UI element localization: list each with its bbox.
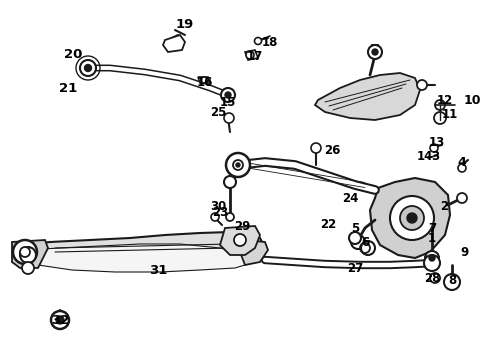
Circle shape (211, 213, 219, 221)
Circle shape (171, 38, 179, 46)
Text: 20: 20 (64, 49, 82, 62)
Circle shape (224, 113, 234, 123)
Circle shape (417, 80, 427, 90)
Circle shape (444, 274, 460, 290)
Text: 11: 11 (442, 108, 458, 122)
Circle shape (84, 64, 92, 72)
Text: 31: 31 (149, 264, 167, 276)
Polygon shape (240, 240, 268, 265)
Text: 24: 24 (342, 192, 358, 204)
Text: 6: 6 (361, 237, 369, 249)
Text: 4: 4 (458, 157, 466, 170)
Polygon shape (220, 226, 260, 255)
Circle shape (407, 213, 417, 223)
Circle shape (226, 213, 234, 221)
Circle shape (360, 243, 370, 253)
Text: 9: 9 (460, 247, 468, 260)
Circle shape (351, 235, 365, 249)
Circle shape (13, 240, 37, 264)
Circle shape (430, 144, 438, 152)
Polygon shape (12, 240, 48, 268)
Text: 18: 18 (262, 36, 278, 49)
Circle shape (254, 37, 262, 45)
Circle shape (20, 247, 36, 263)
Circle shape (430, 273, 440, 283)
Text: 13: 13 (429, 135, 445, 148)
Text: 3: 3 (431, 150, 439, 163)
Text: 5: 5 (351, 221, 359, 234)
Polygon shape (370, 178, 450, 258)
Text: 21: 21 (59, 81, 77, 94)
Circle shape (51, 311, 69, 329)
Circle shape (425, 251, 439, 265)
Text: 17: 17 (247, 50, 263, 63)
Circle shape (400, 206, 424, 230)
Polygon shape (315, 73, 420, 120)
Text: 15: 15 (220, 96, 236, 109)
Circle shape (233, 160, 243, 170)
Circle shape (80, 60, 96, 76)
Circle shape (234, 234, 246, 246)
Polygon shape (198, 77, 210, 83)
Text: 8: 8 (448, 274, 456, 287)
Text: 32: 32 (51, 314, 69, 327)
Text: 30: 30 (210, 201, 226, 213)
Circle shape (424, 255, 440, 271)
Circle shape (225, 92, 231, 98)
Circle shape (221, 88, 235, 102)
Polygon shape (25, 244, 255, 272)
Circle shape (372, 49, 378, 55)
Polygon shape (245, 50, 258, 60)
Circle shape (22, 262, 34, 274)
Text: 27: 27 (347, 261, 363, 274)
Text: 10: 10 (463, 94, 481, 107)
Circle shape (224, 176, 236, 188)
Polygon shape (15, 232, 265, 268)
Text: 25: 25 (210, 107, 226, 120)
Text: 28: 28 (424, 271, 440, 284)
Text: 23: 23 (212, 206, 228, 219)
Circle shape (458, 164, 466, 172)
Circle shape (429, 255, 435, 261)
Circle shape (368, 45, 382, 59)
Text: 2: 2 (440, 201, 448, 213)
Circle shape (201, 77, 207, 83)
Circle shape (246, 51, 254, 59)
Text: 19: 19 (176, 18, 194, 31)
Text: 14: 14 (417, 150, 433, 163)
Circle shape (457, 193, 467, 203)
Text: 29: 29 (234, 220, 250, 234)
Text: 16: 16 (197, 77, 213, 90)
Polygon shape (163, 35, 185, 52)
Text: 7: 7 (428, 221, 436, 234)
Circle shape (349, 232, 361, 244)
Circle shape (20, 247, 30, 257)
Circle shape (226, 153, 250, 177)
Circle shape (311, 143, 321, 153)
Text: 22: 22 (320, 219, 336, 231)
Circle shape (390, 196, 434, 240)
Circle shape (56, 316, 64, 324)
Text: 12: 12 (437, 94, 453, 107)
Circle shape (236, 163, 240, 167)
Text: 1: 1 (428, 231, 436, 244)
Text: 26: 26 (324, 144, 340, 157)
